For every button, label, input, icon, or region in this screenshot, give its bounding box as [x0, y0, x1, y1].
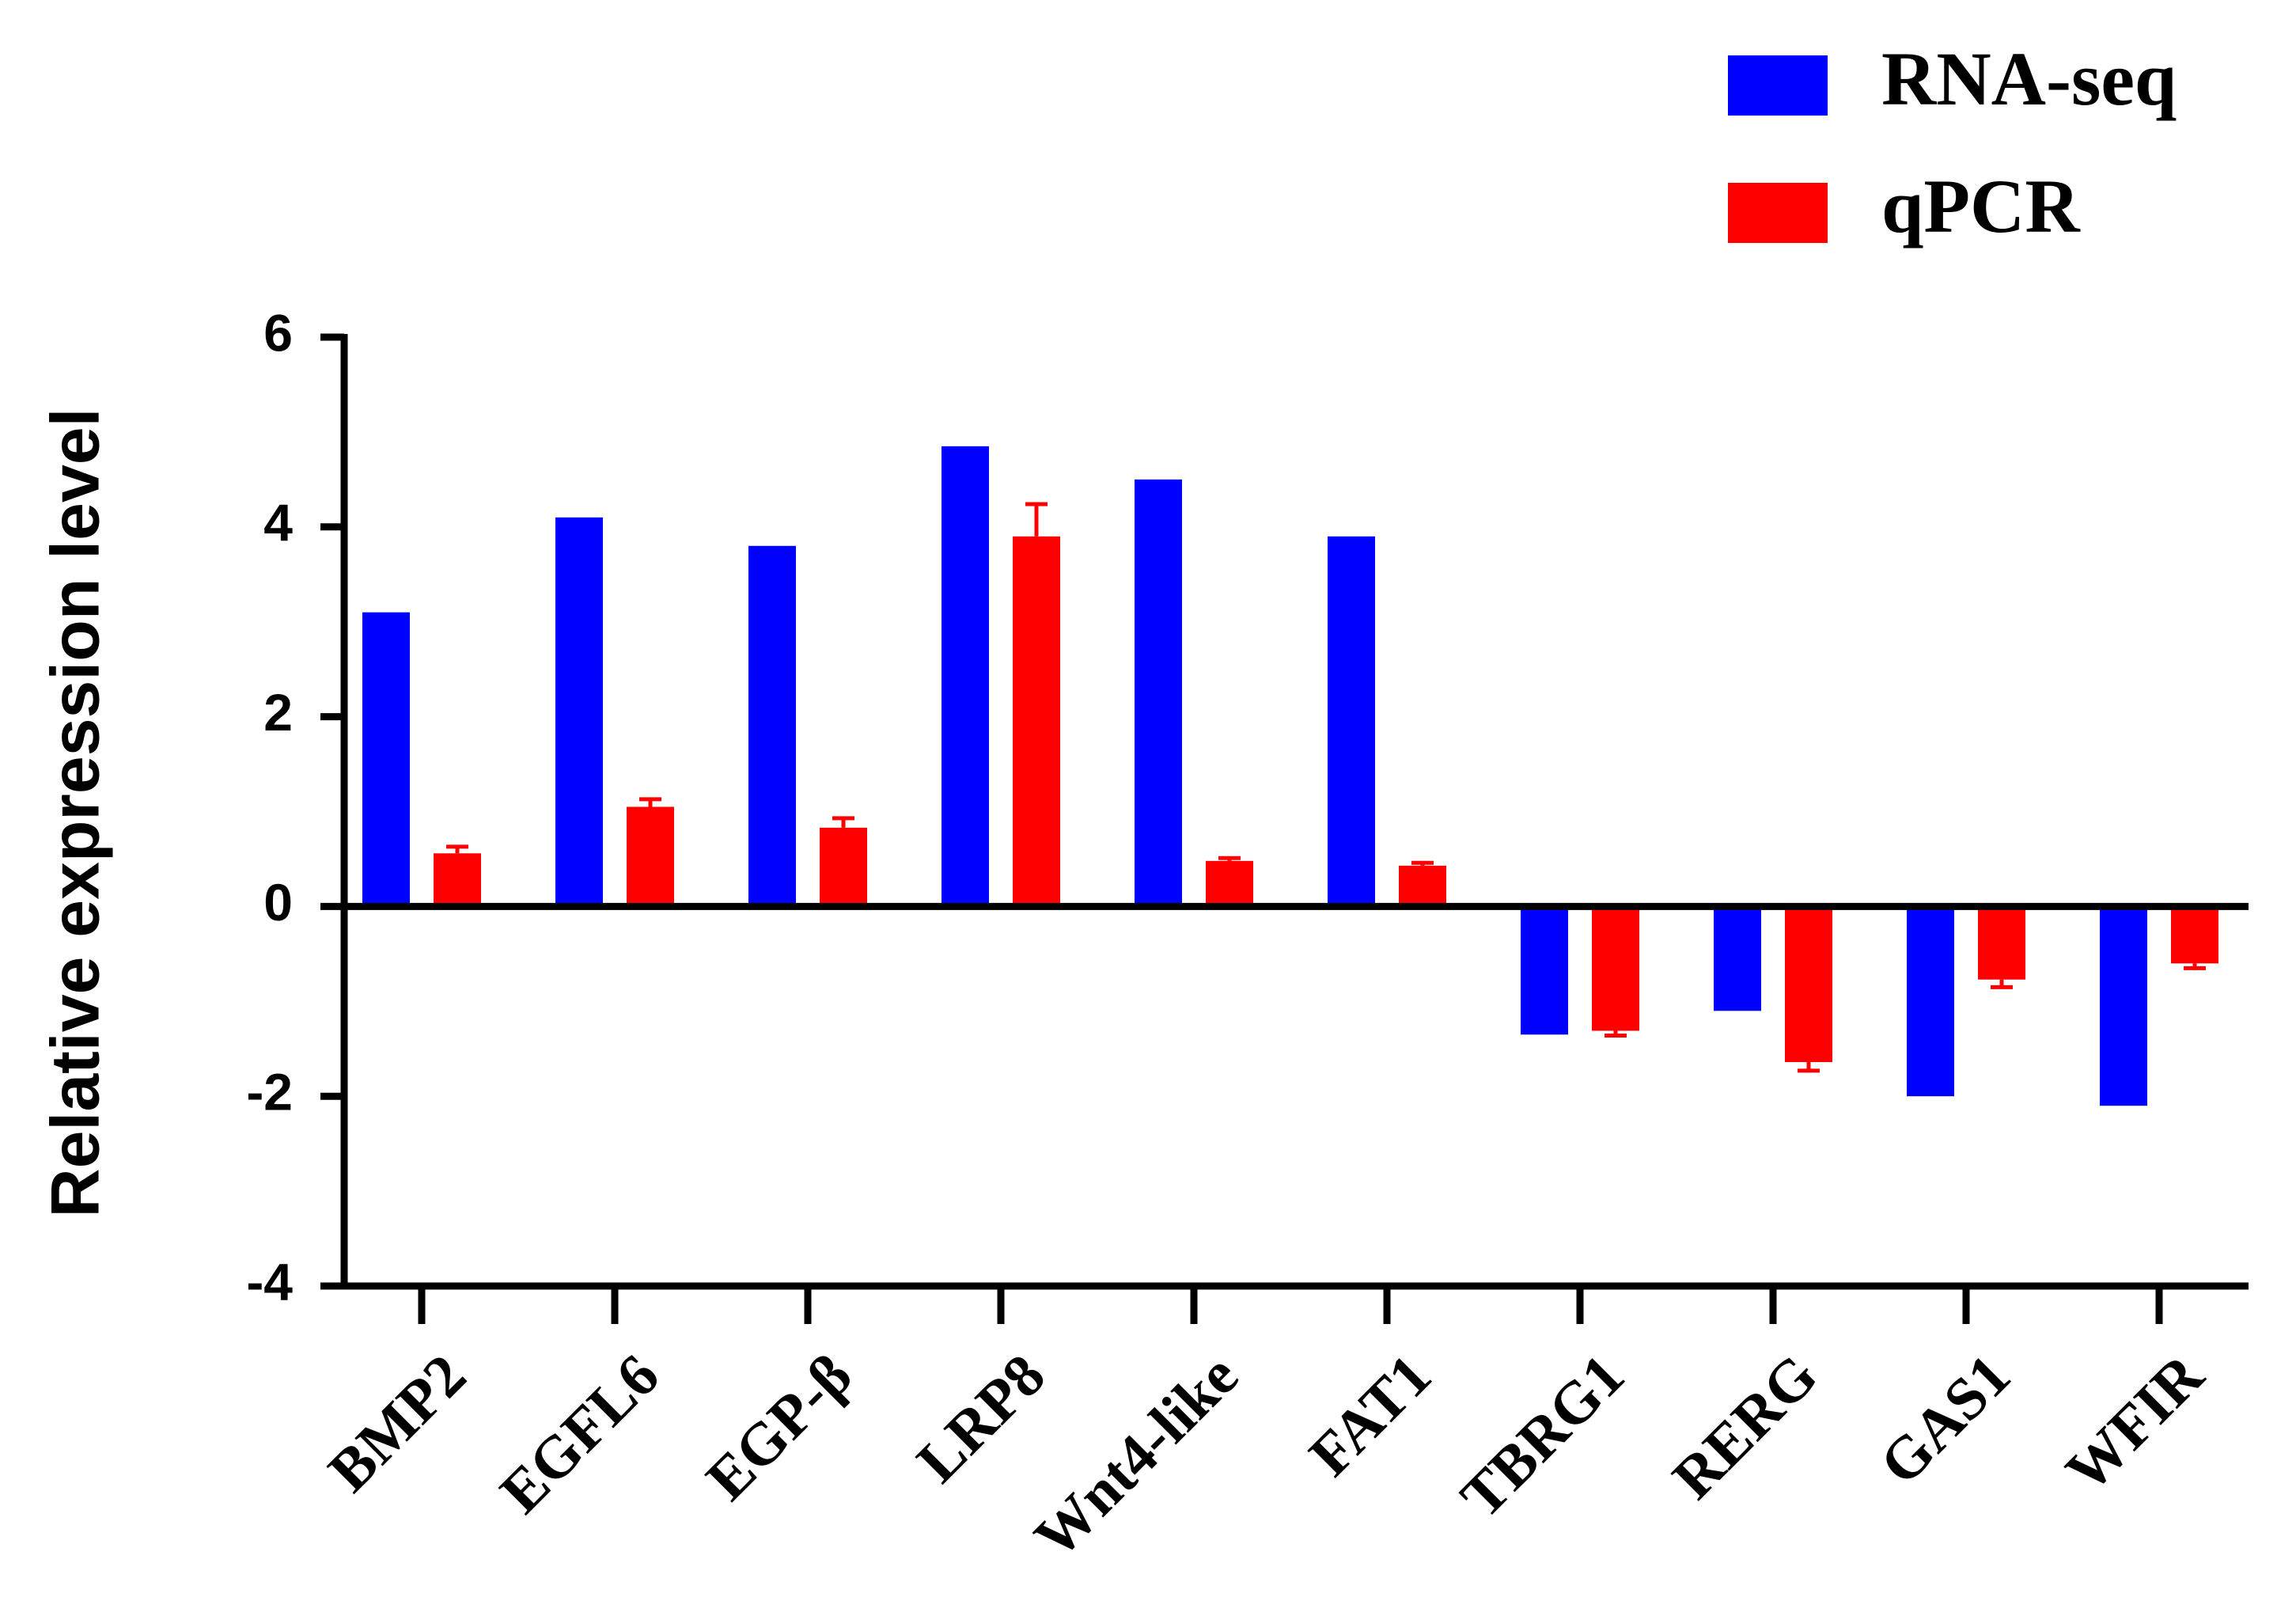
- bar: [1206, 860, 1253, 907]
- bar: [1907, 906, 1954, 1097]
- y-tick-label: 2: [263, 683, 293, 742]
- y-tick-label: 4: [263, 493, 293, 552]
- x-tick-label: WFIR: [2053, 1341, 2216, 1504]
- bar: [2171, 906, 2218, 964]
- legend-swatch: [1728, 183, 1828, 243]
- legend-swatch: [1728, 55, 1828, 116]
- bar: [942, 446, 989, 907]
- bar: [1328, 536, 1375, 907]
- error-bar: [1411, 860, 1434, 866]
- bar: [1135, 479, 1182, 907]
- x-tick-label: EGFL6: [487, 1342, 672, 1527]
- error-bar: [832, 816, 854, 828]
- error-bar: [1218, 856, 1241, 861]
- error-bar: [1605, 1030, 1627, 1038]
- error-bar: [1991, 979, 2013, 989]
- legend-label: qPCR: [1881, 164, 2081, 249]
- error-bar: [1025, 502, 1048, 537]
- x-tick-label: RERG: [1660, 1342, 1830, 1512]
- bar: [1592, 906, 1639, 1031]
- y-tick-label: 0: [263, 873, 293, 931]
- bar: [1978, 906, 2025, 980]
- y-axis-label: Relative expression level: [38, 408, 114, 1217]
- error-bar: [446, 844, 468, 854]
- y-tick-label: -4: [246, 1252, 293, 1311]
- y-tick-label: -2: [246, 1063, 293, 1121]
- bar: [1714, 906, 1761, 1011]
- legend-label: RNA-seq: [1881, 36, 2177, 121]
- bar: [1399, 865, 1446, 907]
- bar: [1013, 536, 1060, 907]
- bar: [2100, 906, 2147, 1106]
- bar: [1785, 906, 1832, 1063]
- bar: [627, 806, 674, 907]
- x-tick-label: LRP8: [904, 1342, 1058, 1496]
- bar: [362, 612, 410, 907]
- x-tick-label: EGP-β: [694, 1342, 865, 1513]
- x-tick-label: GAS1: [1867, 1342, 2023, 1498]
- x-tick-label: Wnt4-like: [1022, 1342, 1251, 1571]
- bar: [555, 517, 603, 907]
- bar: [820, 827, 867, 907]
- x-tick-label: TBRG1: [1448, 1342, 1637, 1531]
- error-bar: [2184, 963, 2206, 970]
- x-tick-label: FAT1: [1297, 1342, 1444, 1489]
- bar: [434, 853, 481, 907]
- x-tick-label: BMP2: [316, 1342, 479, 1505]
- bar: [748, 545, 796, 907]
- error-bar: [1798, 1062, 1820, 1073]
- error-bar: [639, 797, 661, 807]
- y-tick-label: 6: [263, 303, 293, 362]
- bar: [1521, 906, 1568, 1035]
